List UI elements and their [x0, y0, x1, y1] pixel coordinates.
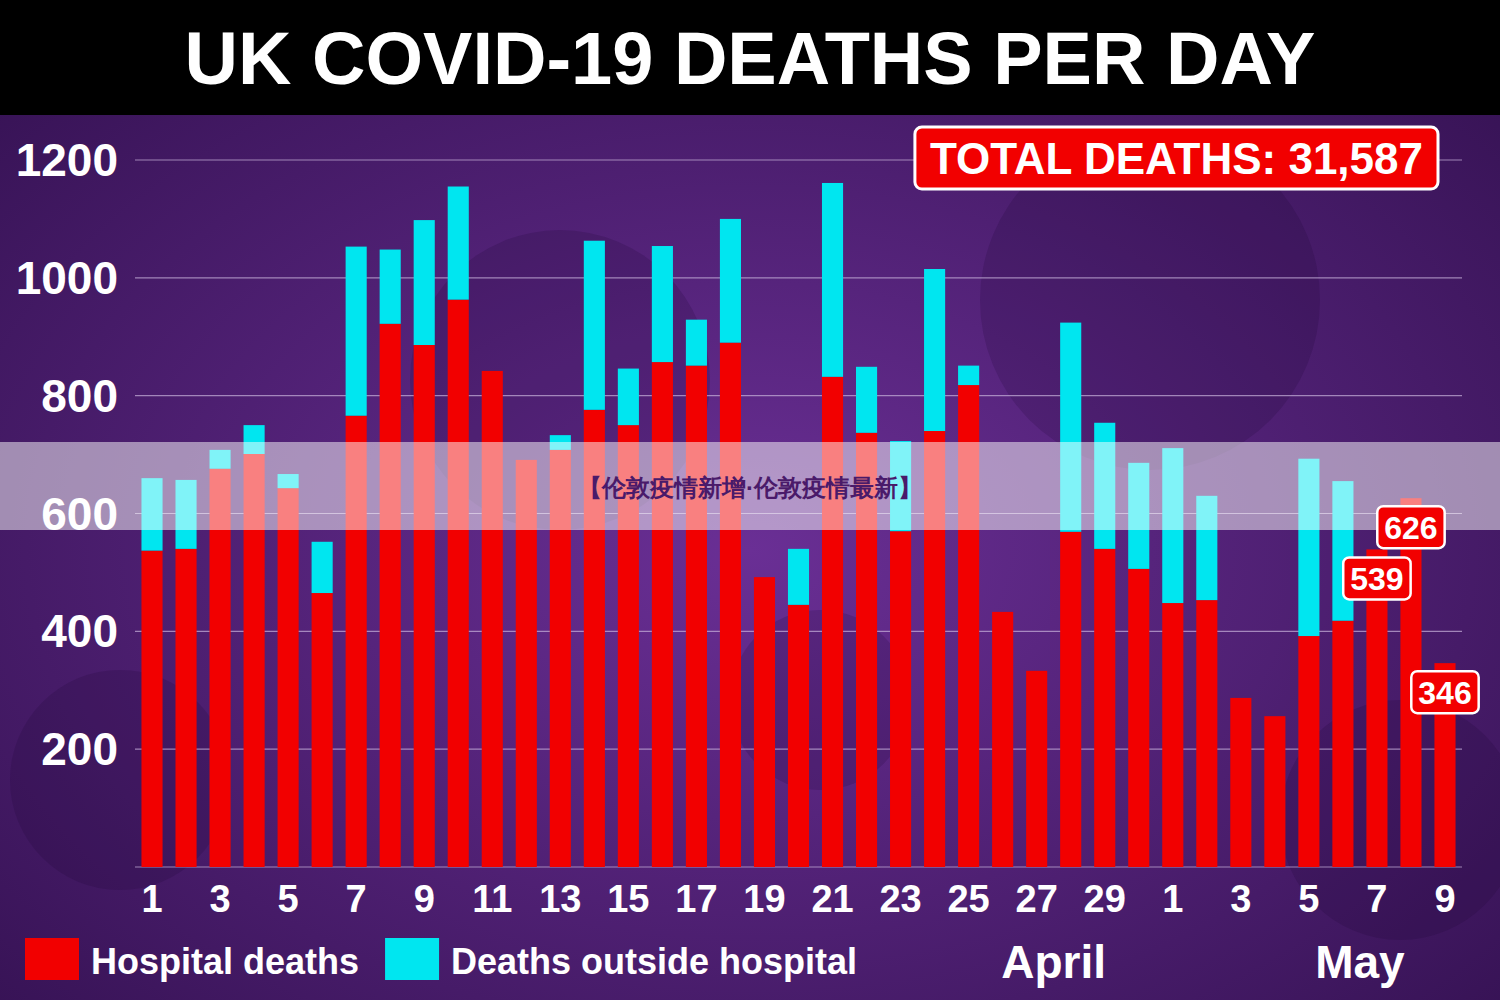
y-tick-label: 1200 [16, 134, 118, 186]
annotation-box [1411, 671, 1478, 713]
title-band [0, 0, 1500, 115]
x-tick-label: 23 [879, 878, 921, 920]
legend-swatch [25, 938, 79, 980]
bar [312, 542, 333, 593]
total-box: TOTAL DEATHS: 31,587 [915, 127, 1438, 189]
y-tick-label: 200 [41, 723, 118, 775]
annotation-box [1343, 557, 1410, 599]
title: UK COVID-19 DEATHS PER DAY [185, 17, 1316, 100]
x-tick-label: 19 [743, 878, 785, 920]
bar [1196, 600, 1217, 867]
bar [175, 549, 196, 867]
watermark: 【伦敦疫情新增·伦敦疫情最新】 [0, 442, 1500, 530]
bar [1026, 670, 1047, 671]
bar [788, 549, 809, 605]
total-label: TOTAL DEATHS: 31,587 [930, 134, 1423, 183]
bar [1230, 698, 1251, 867]
x-tick-label: 29 [1084, 878, 1126, 920]
x-tick-label: 3 [1230, 878, 1251, 920]
bar [278, 488, 299, 867]
legend-swatch [385, 938, 439, 980]
bar [856, 367, 877, 433]
bar [652, 362, 673, 867]
bar [754, 577, 775, 578]
bar [1060, 532, 1081, 867]
x-tick-label: 15 [607, 878, 649, 920]
x-tick-label: 27 [1016, 878, 1058, 920]
legend-label: Hospital deaths [91, 941, 359, 982]
bar [380, 324, 401, 867]
x-tick-label: 17 [675, 878, 717, 920]
grid-line [135, 395, 1462, 396]
annotation-label: 626 [1384, 510, 1437, 546]
annotations: 539 626 346 [1343, 506, 1478, 713]
grid-line [135, 277, 1462, 278]
bar [1332, 621, 1353, 867]
x-tick-label: 7 [1366, 878, 1387, 920]
legend: Hospital deaths Deaths outside hospital [25, 938, 857, 982]
bar [652, 246, 673, 362]
bar [1230, 697, 1251, 698]
bar [1094, 549, 1115, 867]
x-tick-label: 1 [141, 878, 162, 920]
bar [720, 219, 741, 343]
background [0, 0, 1500, 1000]
watermark-text: 【伦敦疫情新增·伦敦疫情最新】 [578, 474, 922, 501]
bar [482, 370, 503, 371]
bar [1298, 636, 1319, 867]
bar [992, 611, 1013, 612]
bar [924, 269, 945, 431]
group-label: May [1315, 936, 1405, 988]
x-tick-label: 25 [947, 878, 989, 920]
x-tick-label: 11 [472, 878, 512, 920]
bar [958, 366, 979, 385]
bar [448, 300, 469, 867]
virus-shape [10, 670, 230, 890]
annotation-box [1377, 506, 1444, 548]
bar [890, 531, 911, 867]
bar [1264, 716, 1285, 717]
chart: UK COVID-19 DEATHS PER DAY20040060080010… [0, 0, 1500, 1000]
x-tick-label: 21 [811, 878, 853, 920]
y-tick-label: 400 [41, 605, 118, 657]
bar [822, 183, 843, 377]
x-tick-label: 9 [414, 878, 435, 920]
decoration [10, 130, 1500, 940]
y-tick-label: 1000 [16, 252, 118, 304]
total-box-bg [915, 127, 1438, 189]
legend-label: Deaths outside hospital [451, 941, 857, 982]
bar [720, 343, 741, 867]
bar [380, 250, 401, 324]
bar [1128, 569, 1149, 867]
bar [1026, 671, 1047, 867]
bar [788, 605, 809, 867]
bar [584, 241, 605, 410]
x-tick-label: 5 [1298, 878, 1319, 920]
x-tick-label: 3 [209, 878, 230, 920]
bar [346, 247, 367, 416]
bar [686, 366, 707, 867]
watermark-band [0, 442, 1500, 530]
group-label: April [1001, 936, 1106, 988]
x-tick-label: 13 [539, 878, 581, 920]
bar [618, 369, 639, 426]
annotation-label: 346 [1418, 675, 1471, 711]
annotation-label: 539 [1350, 561, 1403, 597]
bar [754, 577, 775, 867]
bar [1264, 716, 1285, 867]
bar [992, 612, 1013, 867]
bar [414, 220, 435, 345]
x-tick-label: 7 [346, 878, 367, 920]
bar [414, 345, 435, 867]
bar [1434, 663, 1455, 664]
bar [448, 187, 469, 300]
x-tick-label: 1 [1162, 878, 1183, 920]
bar [312, 593, 333, 867]
y-tick-label: 800 [41, 370, 118, 422]
bar [1162, 603, 1183, 867]
x-tick-label: 5 [278, 878, 299, 920]
bar [141, 551, 162, 867]
x-tick-label: 9 [1434, 878, 1455, 920]
bar [686, 320, 707, 366]
